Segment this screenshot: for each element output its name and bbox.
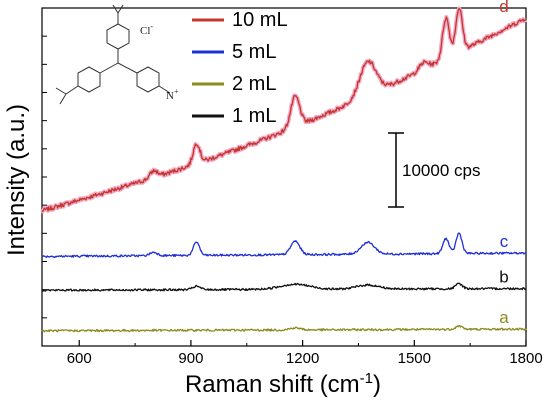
x-tick-label: 1800 [509,350,542,367]
series-layer: d c a b [40,0,528,333]
series-d: d [40,0,528,214]
legend: 10 mL 5 mL 2 mL 1 mL [192,9,288,127]
legend-label: 1 mL [232,105,276,127]
y-axis-title: Intensity (a.u.) [3,104,30,256]
x-axis-ticks: 600 900 1200 1500 1800 [42,35,543,367]
counterion-label: Cl- [140,22,153,37]
curve-label-b: b [499,268,508,287]
scale-bar-label: 10000 cps [402,161,480,180]
legend-item: 10 mL [192,9,288,31]
legend-item: 1 mL [192,105,276,127]
series-b: b [41,268,527,292]
crystal-violet-structure [55,4,171,105]
series-line [41,324,527,333]
scale-bar [388,132,404,208]
series-line [41,282,527,292]
legend-label: 5 mL [232,41,276,63]
legend-label: 10 mL [232,9,288,31]
curve-label-c: c [500,232,509,251]
series-a: a [41,308,527,333]
series-line [41,232,527,258]
x-tick-label: 1500 [398,350,431,367]
x-axis-title: Raman shift (cm-1) [185,370,381,398]
nitrogen-cation-label: N+ [166,87,179,102]
legend-label: 2 mL [232,73,276,95]
x-tick-label: 1200 [286,350,319,367]
legend-item: 2 mL [192,73,276,95]
x-tick-label: 600 [67,350,92,367]
x-tick-label: 900 [178,350,203,367]
curve-label-a: a [499,308,509,327]
series-line [41,7,527,213]
legend-item: 5 mL [192,41,276,63]
curve-label-d: d [499,0,508,16]
series-c: c [41,232,527,258]
